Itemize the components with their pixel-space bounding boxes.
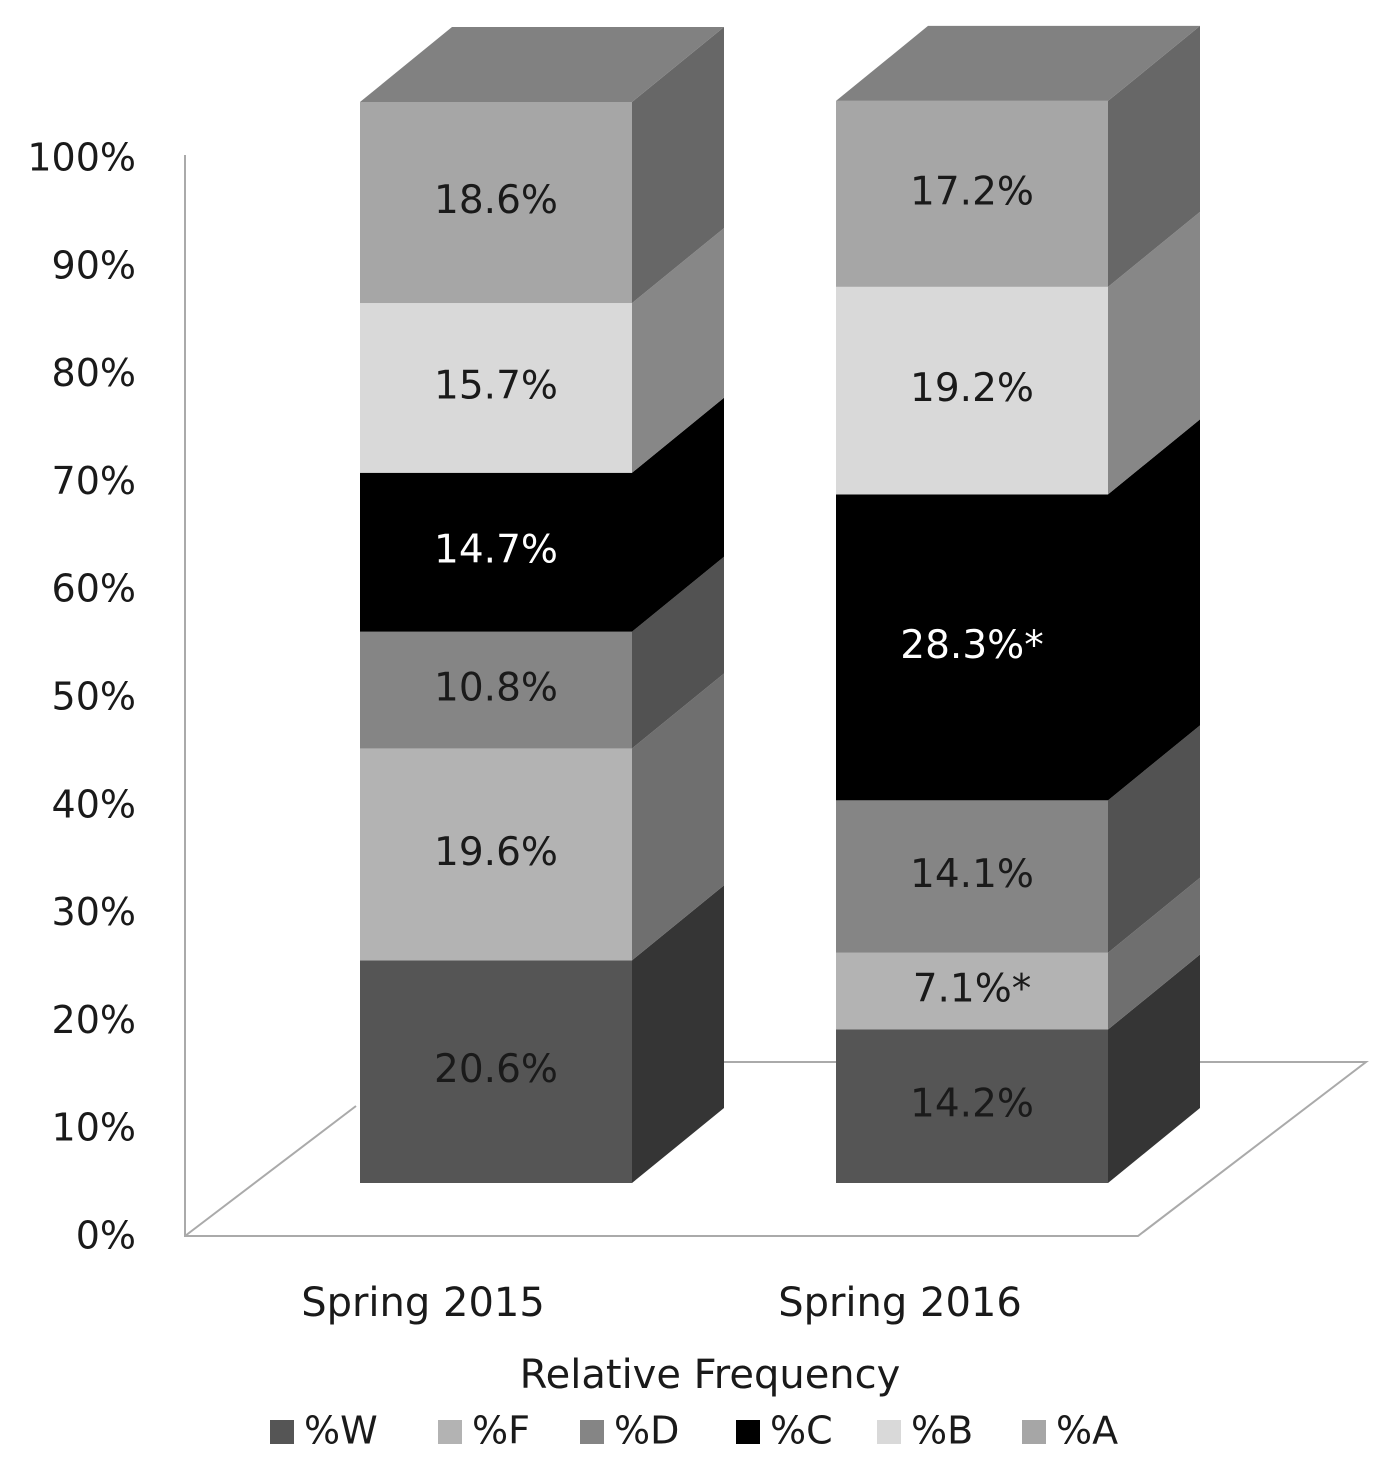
y-tick-label: 90% (52, 243, 136, 287)
bar-segment (836, 100, 1108, 287)
data-label: 20.6% (434, 1047, 558, 1092)
floor-left-edge (184, 1105, 357, 1237)
y-tick-label: 20% (52, 998, 136, 1042)
bar-segment (360, 102, 632, 304)
bar-segment-side (632, 673, 724, 961)
data-label: 28.3%* (900, 623, 1043, 668)
bar-segment-side (1108, 954, 1200, 1183)
bar-stack: 20.6% 19.6% 10.8% 14.7% 15.7% 18.6% (360, 27, 724, 1183)
legend-item: %C (736, 1409, 833, 1453)
data-label: 14.7% (434, 528, 558, 573)
legend-item: %F (438, 1409, 530, 1453)
bar-segment-side (1108, 211, 1200, 495)
legend-label: %C (770, 1409, 833, 1453)
y-tick-label: 70% (52, 459, 136, 503)
data-label: 7.1%* (913, 967, 1032, 1012)
y-tick-label: 80% (52, 351, 136, 395)
y-tick-label: 10% (52, 1106, 136, 1150)
legend-item: %D (580, 1409, 679, 1453)
bar-segment-side (632, 556, 724, 749)
legend: %W %F %D %C %B %A (270, 1409, 1118, 1453)
bars: 20.6% 19.6% 10.8% 14.7% 15.7% 18.6% 14.2% 7.1%*… (360, 25, 1200, 1183)
category-labels: Spring 2015 Spring 2016 (301, 1280, 1022, 1326)
y-tick-label: 40% (52, 782, 136, 826)
bar-segment (836, 1029, 1108, 1183)
legend-label: %W (304, 1409, 378, 1453)
data-label: 10.8% (434, 666, 558, 711)
legend-swatch (580, 1420, 604, 1444)
bar-segment-side (1108, 725, 1200, 953)
bar-segment (836, 494, 1108, 801)
legend-swatch (438, 1420, 462, 1444)
legend-label: %D (614, 1409, 679, 1453)
category-label: Spring 2016 (778, 1280, 1022, 1326)
bar-segment-side (632, 397, 724, 632)
bar-segment-side (632, 228, 724, 473)
bar-segment (360, 631, 632, 749)
bar-segment-side (1108, 419, 1200, 801)
legend-label: %B (911, 1409, 973, 1453)
bar-segment (836, 286, 1108, 495)
y-tick-label: 30% (52, 890, 136, 934)
bar-segment-side (1108, 25, 1200, 287)
y-tick-label: 50% (52, 675, 136, 719)
data-label: 14.1% (910, 852, 1034, 897)
data-label: 17.2% (910, 169, 1034, 214)
data-label: 18.6% (434, 178, 558, 223)
legend-label: %A (1056, 1409, 1118, 1453)
data-label: 14.2% (910, 1082, 1034, 1127)
bar-segment (836, 952, 1108, 1030)
bar-segment (360, 960, 632, 1183)
bar-segment (360, 303, 632, 473)
data-label: 19.6% (434, 830, 558, 875)
legend-swatch (1022, 1420, 1046, 1444)
bar-top-face (836, 25, 1200, 101)
legend-item: %B (877, 1409, 973, 1453)
y-tick-label: 100% (27, 136, 136, 180)
bar-segment (836, 800, 1108, 953)
bar-segment (360, 472, 632, 632)
legend-item: %A (1022, 1409, 1118, 1453)
category-label: Spring 2015 (301, 1280, 545, 1326)
y-tick-label: 60% (52, 567, 136, 611)
data-label: 19.2% (910, 366, 1034, 411)
bar-stack: 14.2% 7.1%* 14.1% 28.3%* 19.2% 17.2% (836, 25, 1200, 1183)
legend-item: %W (270, 1409, 378, 1453)
legend-swatch (270, 1420, 294, 1444)
bar-segment-side (632, 27, 724, 304)
x-axis-label: Relative Frequency (520, 1352, 901, 1398)
bar-segment-side (632, 885, 724, 1183)
bar-top-face (360, 27, 724, 102)
legend-swatch (877, 1420, 901, 1444)
y-axis: 0% 10% 20% 30% 40% 50% 60% 70% 80% 90% 100% (27, 136, 136, 1258)
legend-swatch (736, 1420, 760, 1444)
legend-label: %F (472, 1409, 530, 1453)
bar-segment (360, 748, 632, 961)
bar-segment-side (1108, 877, 1200, 1030)
data-label: 15.7% (434, 363, 558, 408)
y-tick-label: 0% (76, 1214, 136, 1258)
